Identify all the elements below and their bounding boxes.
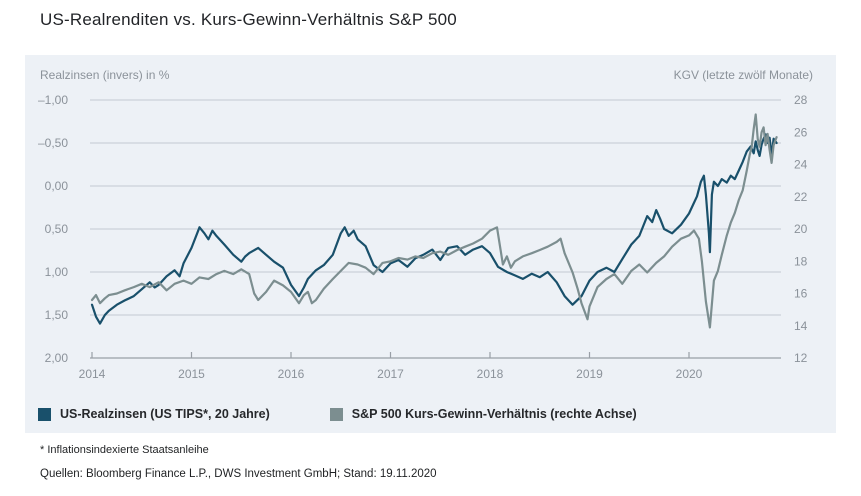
footnote: * Inflationsindexierte Staatsanleihe <box>40 444 209 456</box>
source-line: Quellen: Bloomberg Finance L.P., DWS Inv… <box>40 468 437 480</box>
legend-swatch-realzinsen-icon <box>38 407 51 421</box>
legend-swatch-kgv-icon <box>329 407 343 421</box>
legend-item-realzinsen: US-Realzinsen (US TIPS*, 20 Jahre) <box>38 407 270 421</box>
left-axis-title: Realzinsen (invers) in % <box>40 68 170 82</box>
legend-label-kgv: S&P 500 Kurs-Gewinn-Verhältnis (rechte A… <box>351 407 637 421</box>
right-axis-title: KGV (letzte zwölf Monate) <box>673 68 813 82</box>
legend-item-kgv: S&P 500 Kurs-Gewinn-Verhältnis (rechte A… <box>329 407 637 421</box>
chart-legend: US-Realzinsen (US TIPS*, 20 Jahre) S&P 5… <box>38 407 697 421</box>
page-title: US-Realrenditen vs. Kurs-Gewinn-Verhältn… <box>40 10 457 29</box>
legend-label-realzinsen: US-Realzinsen (US TIPS*, 20 Jahre) <box>60 407 270 421</box>
chart-panel <box>25 55 836 433</box>
